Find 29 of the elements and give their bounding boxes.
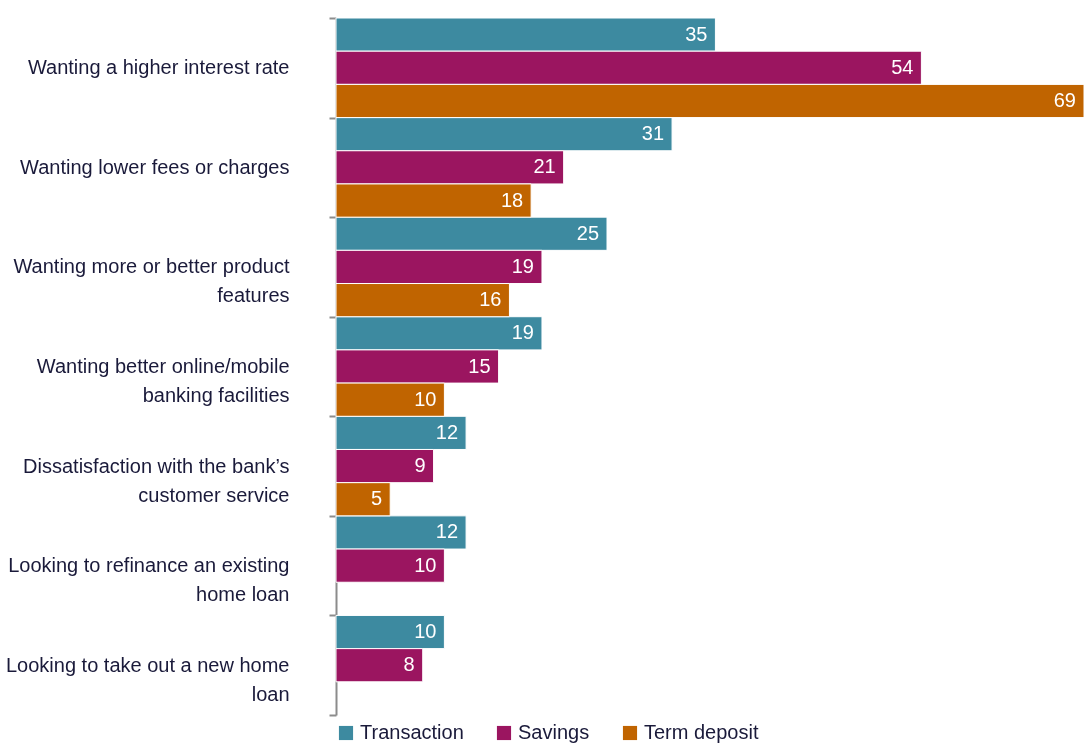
data-label: 12 — [435, 520, 459, 543]
data-label: 9 — [414, 454, 426, 477]
data-label: 19 — [511, 321, 534, 344]
y-tick-label: Wanting a higher interest rate — [27, 56, 290, 79]
data-label: 19 — [511, 254, 534, 277]
legend-label: Term deposit — [644, 721, 759, 743]
data-label: 54 — [891, 55, 914, 78]
data-label: 21 — [533, 155, 556, 178]
y-tick-label: Looking to refinance an existing home loan — [8, 554, 290, 606]
data-label: 31 — [641, 122, 665, 145]
data-label: 12 — [435, 420, 459, 443]
data-label: 18 — [500, 188, 524, 211]
y-tick-label: Wanting more or better product features — [13, 255, 290, 307]
y-tick-label: Wanting lower fees or charges — [20, 155, 290, 178]
data-label: 25 — [576, 221, 600, 244]
data-label: 5 — [371, 487, 383, 510]
legend-label: Transaction — [360, 721, 464, 743]
y-tick-label: Looking to take out a new home loan — [5, 653, 290, 705]
legend-label: Savings — [518, 721, 590, 743]
y-tick-label: Dissatisfaction with the bank’s customer service — [23, 454, 290, 506]
data-label: 16 — [479, 288, 502, 311]
data-label: 10 — [414, 553, 437, 576]
data-label: 35 — [685, 22, 708, 45]
data-label: 69 — [1053, 88, 1076, 111]
y-tick-label: Wanting better online/mobile banking facilities — [36, 355, 290, 406]
data-label: 10 — [414, 620, 437, 643]
data-label: 10 — [414, 387, 437, 410]
data-label: 15 — [468, 354, 491, 377]
data-label: 8 — [403, 653, 415, 676]
